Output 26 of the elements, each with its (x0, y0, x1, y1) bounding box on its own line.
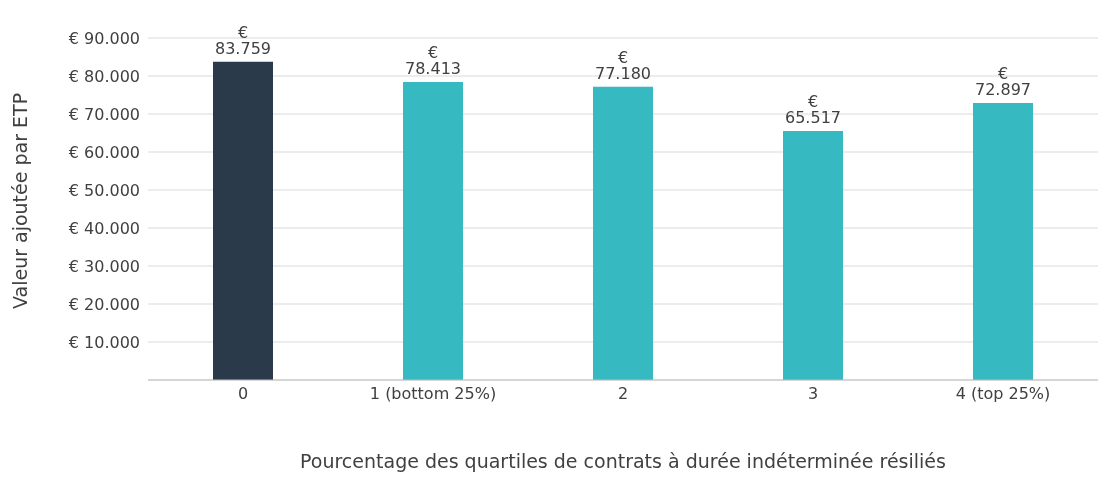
y-tick-label: € 60.000 (68, 142, 140, 162)
bar (973, 102, 1033, 380)
y-tick-label: € 50.000 (68, 180, 140, 200)
x-tick-label: 1 (bottom 25%) (369, 384, 497, 404)
y-tick-label: € 80.000 (68, 66, 140, 86)
data-label: € 83.759 (215, 22, 271, 58)
x-tick-label: 3 (807, 384, 819, 404)
y-axis-title: Valeur ajoutée par ETP (8, 92, 31, 309)
data-label: € 72.897 (975, 63, 1031, 99)
x-tick-label: 2 (617, 384, 629, 404)
x-axis-title: Pourcentage des quartiles de contrats à durée indéterminée résiliés (300, 450, 946, 472)
y-tick-label: € 40.000 (68, 218, 140, 238)
x-tick-label: 0 (237, 384, 249, 404)
data-label: € 65.517 (785, 92, 841, 128)
y-tick-label: € 30.000 (68, 256, 140, 276)
x-tick-label: 4 (top 25%) (955, 384, 1051, 404)
bar (783, 131, 843, 380)
bar (403, 82, 463, 380)
y-tick-label: € 20.000 (68, 294, 140, 314)
y-tick-label: € 10.000 (68, 332, 140, 352)
y-tick-label: € 90.000 (68, 28, 140, 48)
bar (213, 61, 273, 380)
bar (593, 86, 653, 380)
data-label: € 78.413 (405, 43, 461, 79)
y-tick-label: € 70.000 (68, 104, 140, 124)
data-label: € 77.180 (595, 47, 651, 83)
